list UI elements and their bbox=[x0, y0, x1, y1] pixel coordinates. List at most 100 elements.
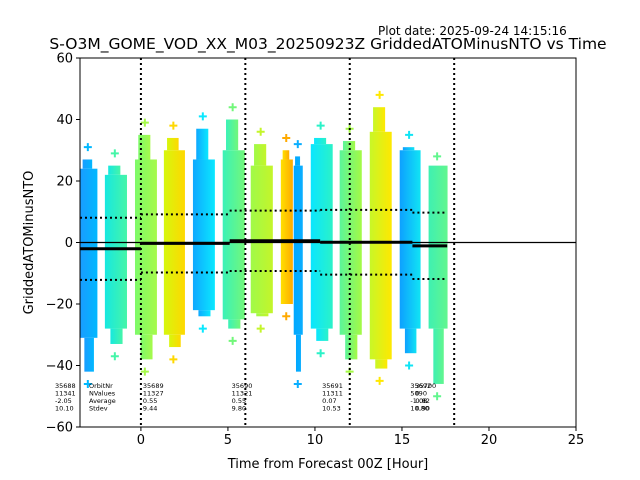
vertical-dotted-lines bbox=[139, 58, 456, 427]
band-upper-tail bbox=[196, 128, 209, 160]
band-upper-tail bbox=[108, 165, 121, 175]
band-body bbox=[104, 174, 127, 329]
y-tick-label: 0 bbox=[65, 236, 73, 251]
outlier-marker bbox=[316, 121, 325, 130]
orbit-stat-orbit: 35700 bbox=[415, 382, 436, 390]
x-tick-label: 20 bbox=[481, 433, 498, 448]
band-body bbox=[369, 131, 392, 360]
band-body bbox=[222, 150, 245, 320]
y-axis-label: GriddedATOMinusNTO bbox=[22, 171, 37, 315]
point-band bbox=[222, 103, 245, 345]
point-bands bbox=[80, 90, 448, 401]
orbit-stat-nvalues: 11327 bbox=[143, 390, 164, 398]
y-axis-ticks: −60 −40 −20 0 20 40 60 bbox=[46, 52, 80, 436]
outlier-marker bbox=[228, 103, 237, 112]
band-body bbox=[192, 159, 215, 311]
band-body bbox=[293, 165, 303, 335]
band-lower-tail bbox=[375, 359, 388, 369]
band-lower-tail bbox=[110, 328, 123, 344]
x-tick-label: 25 bbox=[568, 433, 585, 448]
outlier-marker bbox=[316, 349, 325, 358]
band-upper-tail bbox=[167, 137, 179, 151]
orbit-stat-average: -1.08 bbox=[410, 397, 427, 405]
outlier-marker bbox=[169, 355, 178, 364]
point-band bbox=[104, 149, 127, 361]
orbit-stat-orbit: 35689 bbox=[143, 382, 164, 390]
orbit-stat-orbit: 35692 bbox=[410, 382, 431, 390]
y-tick-label: 20 bbox=[56, 175, 73, 190]
outlier-marker bbox=[375, 376, 384, 385]
orbit-stat-average: 0.55 bbox=[143, 397, 157, 405]
band-lower-tail bbox=[433, 328, 444, 384]
stat-row-label: Stdev bbox=[89, 405, 108, 413]
band-lower-tail bbox=[256, 313, 269, 317]
x-tick-label: 15 bbox=[394, 433, 411, 448]
chart-title: S-O3M_GOME_VOD_XX_M03_20250923Z GriddedA… bbox=[49, 35, 606, 54]
orbit-stat-nvalues: 11341 bbox=[55, 390, 76, 398]
orbit-stat-nvalues: 11311 bbox=[322, 390, 343, 398]
band-upper-tail bbox=[254, 144, 267, 166]
outlier-marker bbox=[110, 352, 119, 361]
point-band bbox=[399, 130, 421, 370]
outlier-marker bbox=[282, 133, 291, 142]
stat-row-label: Average bbox=[89, 397, 116, 405]
point-band bbox=[293, 140, 303, 388]
orbit-stat-nvalues: 11321 bbox=[232, 390, 253, 398]
band-upper-tail bbox=[226, 119, 239, 151]
orbit-stat-stdev: 9.44 bbox=[143, 405, 157, 413]
band-lower-tail bbox=[84, 337, 94, 372]
outlier-marker bbox=[293, 379, 302, 388]
outlier-marker bbox=[169, 121, 178, 130]
band-body bbox=[310, 144, 333, 329]
band-body bbox=[280, 159, 293, 304]
outlier-marker bbox=[405, 361, 414, 370]
point-band bbox=[192, 112, 215, 333]
x-tick-label: 0 bbox=[137, 433, 145, 448]
outlier-marker bbox=[228, 336, 237, 345]
x-axis-label: Time from Forecast 00Z [Hour] bbox=[227, 457, 429, 472]
y-tick-label: 60 bbox=[56, 52, 73, 67]
outlier-marker bbox=[405, 130, 414, 139]
stat-row-label: NValues bbox=[89, 390, 116, 398]
band-upper-tail bbox=[282, 150, 290, 160]
band-body bbox=[80, 168, 98, 338]
y-tick-label: 40 bbox=[56, 113, 73, 128]
outlier-marker bbox=[140, 118, 149, 127]
band-lower-tail bbox=[345, 334, 358, 360]
band-lower-tail bbox=[198, 310, 211, 317]
orbit-stat-average: 0.55 bbox=[232, 397, 246, 405]
orbit-stat-orbit: 35690 bbox=[232, 382, 253, 390]
x-tick-label: 10 bbox=[307, 433, 324, 448]
orbit-stat-orbit: 35691 bbox=[322, 382, 343, 390]
x-tick-label: 5 bbox=[224, 433, 232, 448]
outlier-marker bbox=[433, 152, 442, 161]
band-lower-tail bbox=[228, 319, 241, 329]
band-upper-tail bbox=[295, 156, 301, 166]
point-band bbox=[80, 143, 98, 388]
orbit-stat-nvalues: 0 bbox=[415, 390, 419, 398]
orbit-stat-stdev: 10.10 bbox=[55, 405, 74, 413]
point-band bbox=[369, 90, 392, 385]
outlier-marker bbox=[256, 324, 265, 333]
y-tick-label: −20 bbox=[46, 298, 73, 313]
band-lower-tail bbox=[404, 328, 417, 354]
orbit-stats-labels: 3568811341-2.0510.1035689113270.559.4435… bbox=[55, 382, 436, 413]
outlier-marker bbox=[433, 392, 442, 401]
outlier-marker bbox=[83, 143, 92, 152]
orbit-stat-stdev: 10.80 bbox=[410, 405, 429, 413]
outlier-marker bbox=[198, 324, 207, 333]
outlier-marker bbox=[198, 112, 207, 121]
stat-row-label: OrbitNr bbox=[89, 382, 113, 390]
band-upper-tail bbox=[82, 159, 93, 169]
outlier-marker bbox=[256, 127, 265, 136]
outlier-marker bbox=[282, 312, 291, 321]
orbit-stat-stdev: 10.53 bbox=[322, 405, 341, 413]
y-tick-label: −40 bbox=[46, 359, 73, 374]
orbit-stat-nvalues: 5090 bbox=[410, 390, 427, 398]
band-upper-tail bbox=[342, 141, 356, 151]
orbit-stat-average: 0.07 bbox=[322, 397, 336, 405]
orbit-stat-average: 0.82 bbox=[415, 397, 429, 405]
outlier-marker bbox=[140, 367, 149, 376]
orbit-stat-average: -2.05 bbox=[55, 397, 72, 405]
